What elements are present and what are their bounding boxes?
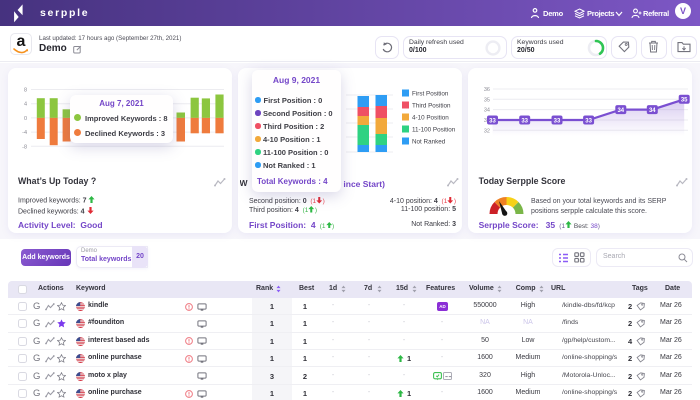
svg-text:35: 35 <box>681 98 688 104</box>
svg-text:4-10 Position: 4-10 Position <box>412 115 449 122</box>
svg-text:33: 33 <box>489 118 496 124</box>
svg-text:33: 33 <box>554 118 561 124</box>
svg-text:Not Ranked: Not Ranked <box>412 139 446 146</box>
svg-text:34: 34 <box>484 108 490 114</box>
svg-text:11-100 Position: 11-100 Position <box>412 127 456 134</box>
svg-text:33: 33 <box>585 118 592 124</box>
svg-text:-4: -4 <box>22 130 27 136</box>
svg-text:-8: -8 <box>22 144 27 150</box>
svg-text:8: 8 <box>24 88 27 94</box>
svg-text:33: 33 <box>521 118 528 124</box>
svg-text:34: 34 <box>617 108 624 114</box>
svg-text:0: 0 <box>24 116 27 122</box>
svg-text:36: 36 <box>484 87 490 93</box>
svg-text:33: 33 <box>484 118 490 124</box>
svg-text:32: 32 <box>484 128 490 134</box>
svg-text:4: 4 <box>24 102 27 108</box>
svg-text:34: 34 <box>649 108 656 114</box>
svg-text:Third Position: Third Position <box>412 103 451 110</box>
svg-text:35: 35 <box>484 97 490 103</box>
svg-text:First Position: First Position <box>412 91 449 98</box>
